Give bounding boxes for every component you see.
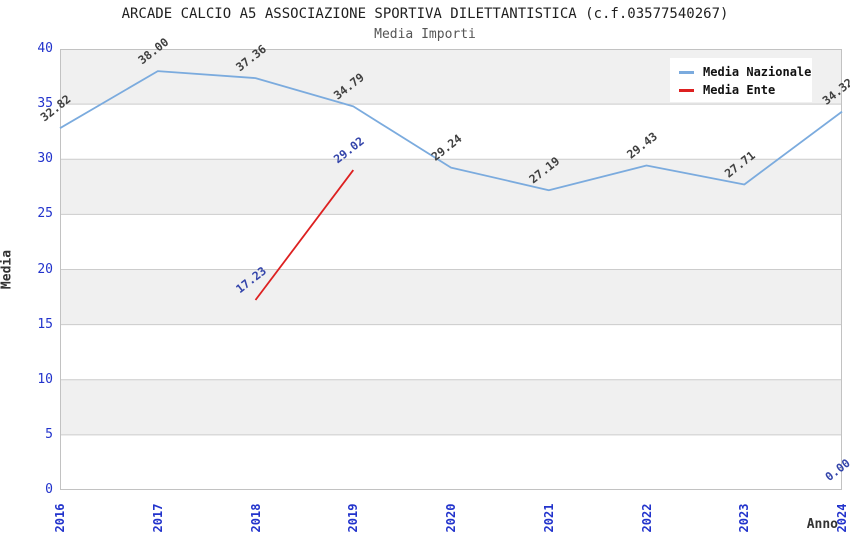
x-tick-label: 2018	[248, 503, 263, 533]
legend-label: Media Ente	[703, 83, 776, 97]
legend-item-media-nazionale: Media Nazionale	[679, 63, 812, 81]
y-tick-label: 0	[45, 482, 53, 497]
legend-swatch-media-ente-icon	[679, 88, 694, 92]
x-tick-label: 2022	[639, 503, 654, 533]
x-tick-label: 2017	[150, 503, 165, 533]
legend-label: Media Nazionale	[703, 65, 812, 79]
chart-subtitle: Media Importi	[374, 27, 476, 42]
y-tick-label: 30	[37, 151, 53, 167]
chart-title: ARCADE CALCIO A5 ASSOCIAZIONE SPORTIVA D…	[121, 6, 729, 22]
y-tick-label: 25	[37, 206, 53, 222]
plot-band	[60, 379, 842, 435]
x-tick-label: 2023	[737, 503, 752, 533]
x-tick-label: 2019	[346, 503, 361, 533]
y-tick-label: 5	[45, 426, 53, 442]
y-tick-label: 35	[37, 96, 53, 112]
point-label: 0.00	[822, 456, 850, 484]
x-axis-title: Anno	[806, 517, 838, 532]
point-label: 29.43	[624, 129, 660, 161]
x-tick-label: 2020	[444, 503, 458, 533]
y-axis-title: Media	[0, 249, 15, 290]
legend: Media Nazionale Media Ente	[670, 58, 812, 102]
plot-frame	[60, 49, 842, 490]
plot-area: 32.82 38.00 37.36 34.79 29.24 27.19 29.43 27.71…	[38, 35, 850, 490]
y-tick-label: 15	[37, 316, 53, 332]
y-tick-label: 10	[37, 371, 53, 387]
x-tick-label: 2021	[541, 503, 556, 533]
legend-item-media-ente: Media Ente	[679, 81, 812, 99]
legend-swatch-media-nazionale-icon	[679, 70, 694, 74]
x-tick-label: 2016	[53, 503, 67, 533]
series-line-media-nazionale	[59, 70, 843, 192]
series-line-media-ente	[254, 169, 355, 301]
plot-band	[60, 269, 842, 325]
y-tick-label: 20	[37, 261, 53, 277]
y-tick-label: 40	[37, 41, 53, 56]
